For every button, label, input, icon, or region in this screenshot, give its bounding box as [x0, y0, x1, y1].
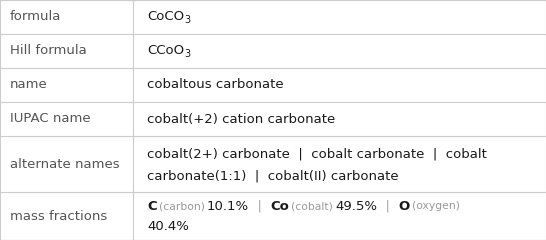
- Text: (cobalt): (cobalt): [289, 201, 335, 211]
- Text: C: C: [147, 200, 157, 213]
- Text: mass fractions: mass fractions: [10, 210, 107, 222]
- Text: formula: formula: [10, 11, 61, 24]
- Text: 3: 3: [184, 15, 190, 25]
- Text: 40.4%: 40.4%: [147, 220, 189, 233]
- Text: cobalt(2+) carbonate  |  cobalt carbonate  |  cobalt: cobalt(2+) carbonate | cobalt carbonate …: [147, 147, 487, 160]
- Text: 3: 3: [184, 49, 190, 59]
- Text: Hill formula: Hill formula: [10, 44, 87, 58]
- Text: alternate names: alternate names: [10, 157, 120, 170]
- Text: 49.5%: 49.5%: [335, 200, 377, 213]
- Text: CCoO: CCoO: [147, 44, 184, 58]
- Text: (oxygen): (oxygen): [410, 201, 460, 211]
- Text: cobalt(+2) cation carbonate: cobalt(+2) cation carbonate: [147, 113, 335, 126]
- Text: IUPAC name: IUPAC name: [10, 113, 91, 126]
- Text: Co: Co: [270, 200, 289, 213]
- Text: name: name: [10, 78, 48, 91]
- Text: |: |: [377, 200, 399, 213]
- Text: 10.1%: 10.1%: [207, 200, 249, 213]
- Text: O: O: [399, 200, 410, 213]
- Text: (carbon): (carbon): [157, 201, 207, 211]
- Text: CoCO: CoCO: [147, 11, 184, 24]
- Text: |: |: [249, 200, 270, 213]
- Text: carbonate(1:1)  |  cobalt(II) carbonate: carbonate(1:1) | cobalt(II) carbonate: [147, 170, 399, 183]
- Text: cobaltous carbonate: cobaltous carbonate: [147, 78, 283, 91]
